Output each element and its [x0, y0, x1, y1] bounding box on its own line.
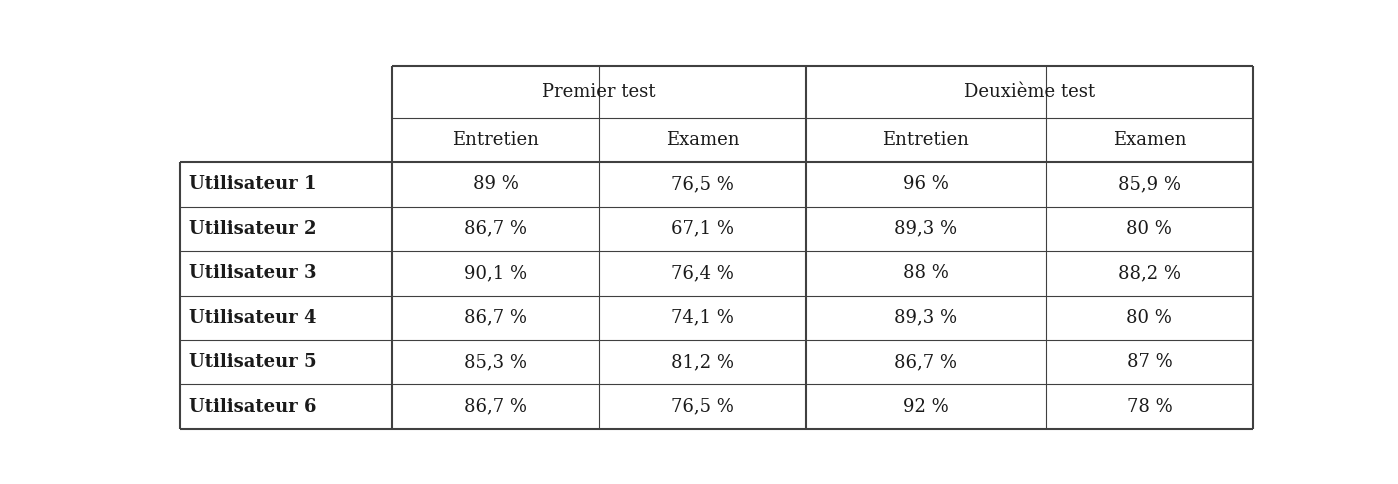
Text: 74,1 %: 74,1 %: [671, 309, 734, 327]
Text: Utilisateur 6: Utilisateur 6: [189, 398, 316, 416]
Text: 86,7 %: 86,7 %: [464, 220, 527, 238]
Text: 80 %: 80 %: [1127, 309, 1173, 327]
Text: Examen: Examen: [1113, 131, 1186, 149]
Text: Deuxième test: Deuxième test: [963, 83, 1095, 101]
Text: 89 %: 89 %: [473, 175, 519, 194]
Text: 87 %: 87 %: [1127, 353, 1173, 371]
Text: 76,5 %: 76,5 %: [671, 175, 734, 194]
Text: 86,7 %: 86,7 %: [464, 309, 527, 327]
Text: 80 %: 80 %: [1127, 220, 1173, 238]
Text: Utilisateur 2: Utilisateur 2: [189, 220, 316, 238]
Text: 92 %: 92 %: [903, 398, 949, 416]
Text: Utilisateur 4: Utilisateur 4: [189, 309, 316, 327]
Text: Utilisateur 3: Utilisateur 3: [189, 264, 316, 282]
Text: Examen: Examen: [665, 131, 740, 149]
Text: Utilisateur 1: Utilisateur 1: [189, 175, 316, 194]
Text: 81,2 %: 81,2 %: [671, 353, 734, 371]
Text: 78 %: 78 %: [1127, 398, 1173, 416]
Text: 67,1 %: 67,1 %: [671, 220, 734, 238]
Text: 86,7 %: 86,7 %: [895, 353, 958, 371]
Text: 76,5 %: 76,5 %: [671, 398, 734, 416]
Text: Utilisateur 5: Utilisateur 5: [189, 353, 316, 371]
Text: 85,3 %: 85,3 %: [464, 353, 527, 371]
Text: Premier test: Premier test: [542, 83, 656, 101]
Text: Entretien: Entretien: [453, 131, 540, 149]
Text: 88,2 %: 88,2 %: [1118, 264, 1181, 282]
Text: 90,1 %: 90,1 %: [464, 264, 527, 282]
Text: 76,4 %: 76,4 %: [671, 264, 734, 282]
Text: 89,3 %: 89,3 %: [895, 309, 958, 327]
Text: 88 %: 88 %: [903, 264, 949, 282]
Text: 85,9 %: 85,9 %: [1118, 175, 1181, 194]
Text: 86,7 %: 86,7 %: [464, 398, 527, 416]
Text: 89,3 %: 89,3 %: [895, 220, 958, 238]
Text: 96 %: 96 %: [903, 175, 949, 194]
Text: Entretien: Entretien: [882, 131, 969, 149]
